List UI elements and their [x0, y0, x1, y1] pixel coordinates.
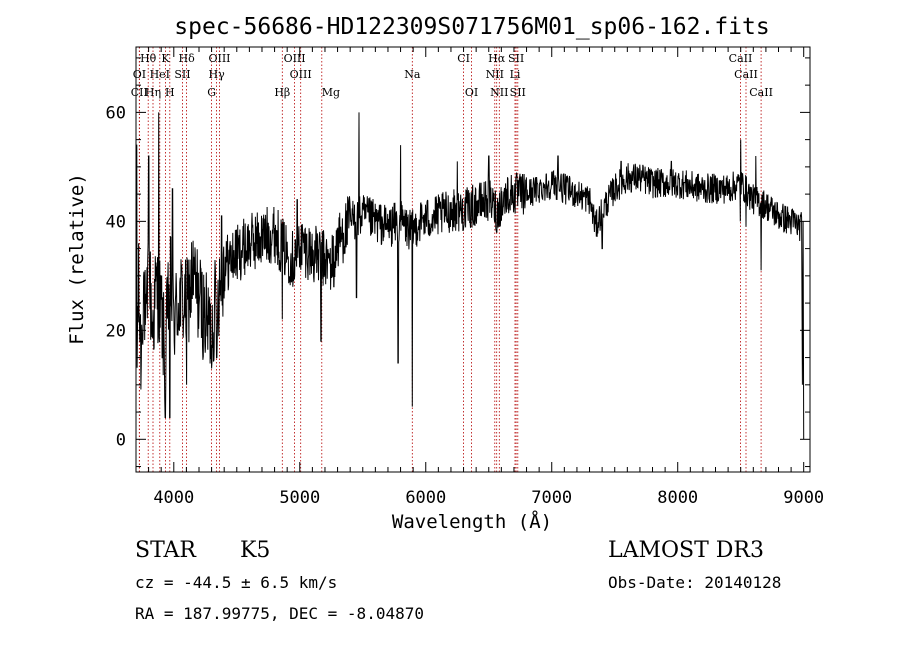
x-axis-label: Wavelength (Å) [392, 510, 552, 533]
line-label-15: NII [486, 68, 504, 81]
line-label-22: Hβ [274, 86, 290, 99]
x-tick-label-9000: 9000 [783, 488, 824, 508]
line-label-0: Hθ [140, 52, 157, 65]
x-axis: 4000 5000 6000 7000 8000 9000 [135, 47, 824, 508]
line-label-13: OIII [290, 68, 312, 81]
line-label-12: Hγ [209, 68, 226, 81]
line-label-25: NII [490, 86, 508, 99]
x-tick-label-8000: 8000 [657, 488, 698, 508]
line-label-11: SII [174, 68, 190, 81]
line-label-14: Na [404, 68, 421, 81]
object-class: STAR [135, 538, 196, 563]
line-label-19: Hη [145, 86, 161, 99]
line-label-21: G [207, 86, 216, 99]
observation-date: Obs-Date: 20140128 [608, 573, 782, 592]
line-label-24: OI [465, 86, 478, 99]
coordinates: RA = 187.99775, DEC = -8.04870 [135, 604, 424, 623]
y-tick-label-40: 40 [106, 212, 126, 232]
line-label-17: CaII [734, 68, 758, 81]
line-label-1: K [161, 52, 170, 65]
y-tick-label-60: 60 [106, 103, 126, 123]
line-label-18: CII [131, 86, 148, 99]
x-tick-label-6000: 6000 [405, 488, 446, 508]
x-tick-label-4000: 4000 [153, 488, 194, 508]
plot-frame [135, 46, 811, 473]
line-label-20: H [165, 86, 175, 99]
line-label-4: OIII [284, 52, 306, 65]
y-tick-label-0: 0 [116, 430, 126, 450]
chart-title: spec-56686-HD122309S071756M01_sp06-162.f… [174, 14, 769, 40]
line-label-7: SII [508, 52, 524, 65]
line-label-27: CaII [749, 86, 773, 99]
spectrum-trace [135, 112, 805, 440]
line-label-8: CaII [729, 52, 753, 65]
line-label-23: Mg [322, 86, 340, 99]
line-label-9: OI [133, 68, 146, 81]
line-label-2: Hδ [178, 52, 195, 65]
y-axis-label: Flux (relative) [66, 173, 88, 345]
y-axis: 0 20 40 60 [106, 57, 810, 468]
line-label-5: CI [457, 52, 470, 65]
y-tick-label-20: 20 [106, 321, 126, 341]
line-label-3: OIII [208, 52, 230, 65]
line-label-10: HeI [150, 68, 170, 81]
line-label-26: SII [510, 86, 526, 99]
redshift-value: cz = -44.5 ± 6.5 km/s [135, 573, 338, 592]
object-subclass: K5 [240, 538, 271, 563]
x-tick-label-5000: 5000 [279, 488, 320, 508]
line-label-6: Hα [488, 52, 506, 65]
survey-name: LAMOST DR3 [608, 538, 764, 563]
x-tick-label-7000: 7000 [531, 488, 572, 508]
line-label-16: Li [510, 68, 521, 81]
